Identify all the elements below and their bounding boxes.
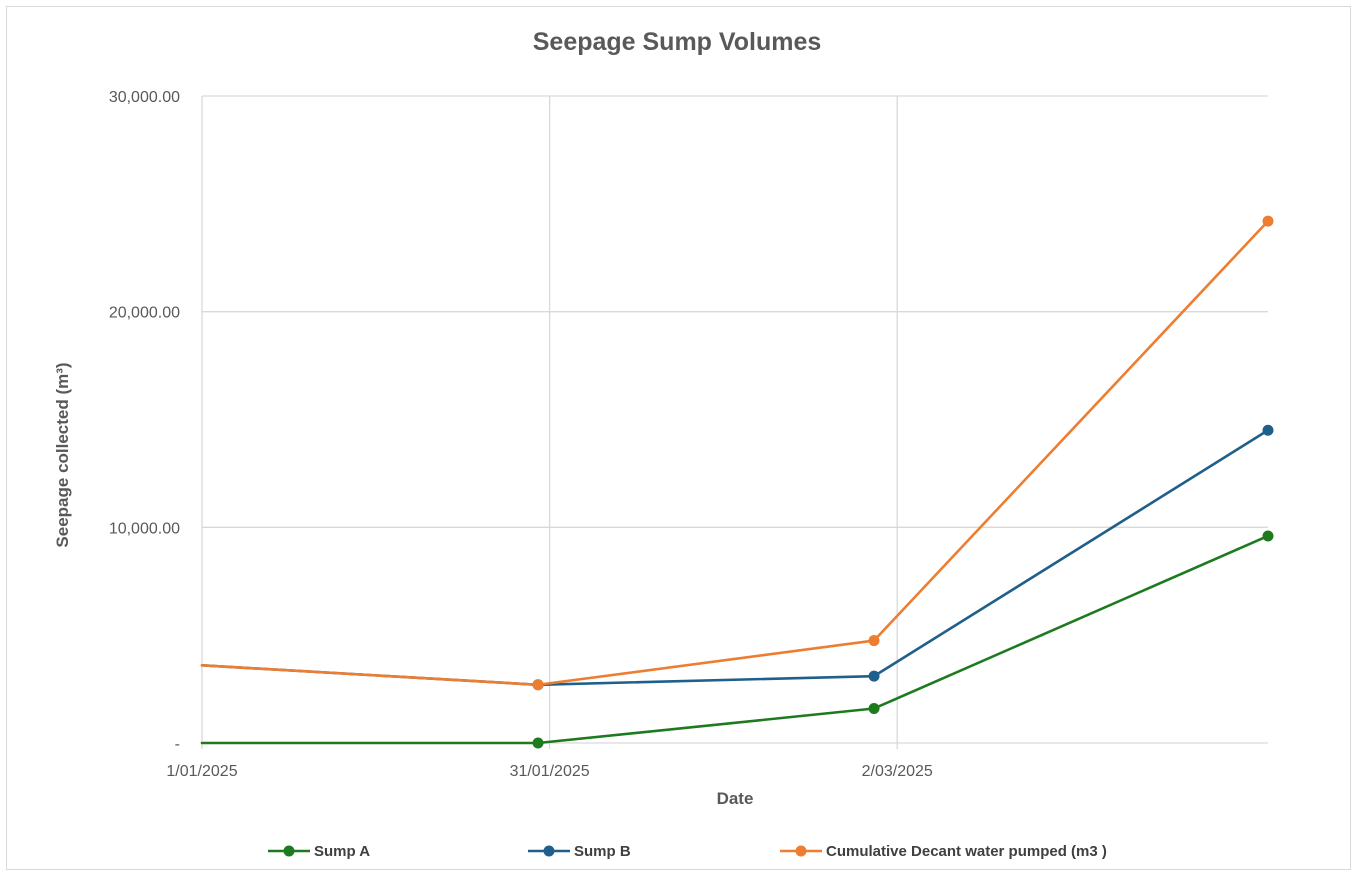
data-point — [532, 679, 544, 691]
data-point — [868, 670, 880, 682]
y-axis-title: Seepage collected (m³) — [53, 362, 72, 547]
chart-title: Seepage Sump Volumes — [533, 28, 822, 56]
legend-item: Sump A — [268, 843, 370, 860]
legend-label: Sump A — [314, 843, 370, 860]
x-tick-label: 1/01/2025 — [166, 763, 237, 780]
series-3 — [200, 215, 1274, 691]
data-point — [868, 702, 880, 714]
y-tick-label: 30,000.00 — [109, 89, 180, 106]
data-point — [532, 737, 544, 749]
legend-item: Cumulative Decant water pumped (m3 ) — [780, 843, 1107, 860]
y-axis-ticks: - 10,000.00 20,000.00 30,000.00 — [109, 89, 180, 753]
legend: Sump A Sump B Cumulative Decant water pump… — [268, 843, 1107, 860]
x-tick-label: 31/01/2025 — [510, 763, 590, 780]
series-line — [200, 219, 1270, 687]
x-axis-ticks: 1/01/2025 31/01/2025 2/03/2025 — [166, 763, 932, 780]
legend-marker — [543, 845, 555, 857]
legend-marker — [795, 845, 807, 857]
y-gridlines — [202, 95, 1268, 528]
x-axis-title: Date — [717, 789, 754, 808]
series-2 — [200, 424, 1274, 691]
y-tick-label: - — [175, 736, 180, 753]
chart-frame — [6, 6, 1351, 870]
data-point — [868, 635, 880, 647]
data-point — [1262, 424, 1274, 436]
data-point — [1262, 215, 1274, 227]
data-point — [1262, 530, 1274, 542]
series-line — [200, 428, 1270, 687]
y-tick-label: 10,000.00 — [109, 520, 180, 537]
series-1 — [200, 530, 1274, 749]
series-layer — [200, 215, 1274, 749]
legend-label: Sump B — [574, 843, 631, 860]
x-tick-label: 2/03/2025 — [862, 763, 933, 780]
x-gridlines — [201, 96, 898, 749]
y-tick-label: 20,000.00 — [109, 305, 180, 322]
legend-item: Sump B — [528, 843, 631, 860]
legend-marker — [283, 845, 295, 857]
legend-label: Cumulative Decant water pumped (m3 ) — [826, 843, 1107, 860]
series-line — [200, 534, 1270, 745]
